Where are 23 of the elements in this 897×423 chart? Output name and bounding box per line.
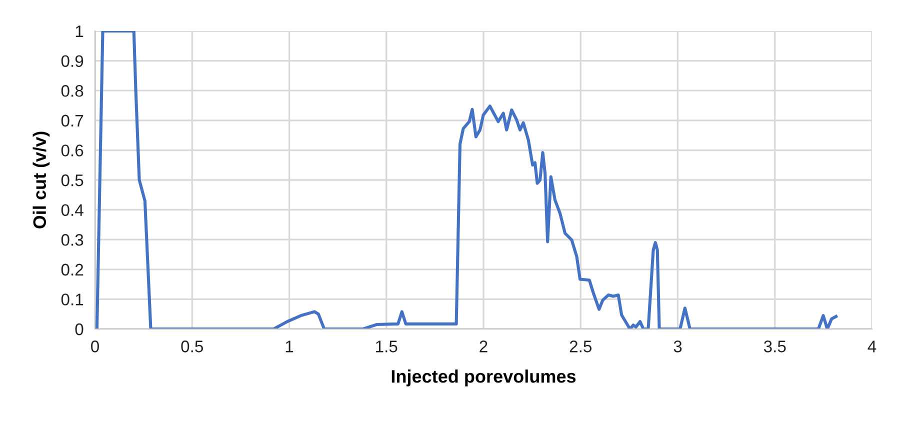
x-tick-label: 1.5 xyxy=(376,340,398,352)
y-tick-label: 0.4 xyxy=(61,204,84,216)
y-tick-label: 0.5 xyxy=(61,174,84,186)
y-tick-label: 0.8 xyxy=(61,85,84,97)
line-series xyxy=(95,31,838,329)
y-tick-label: 0.2 xyxy=(61,264,84,276)
y-tick-label: 0.6 xyxy=(61,144,84,156)
x-tick-label: 0 xyxy=(91,340,99,352)
x-tick-label: 2 xyxy=(480,340,488,352)
y-tick-label: 0.3 xyxy=(61,234,84,246)
x-tick-label: 2.5 xyxy=(570,340,592,352)
x-tick-label: 3 xyxy=(674,340,682,352)
x-tick-label: 0.5 xyxy=(181,340,204,352)
y-tick-label: 0 xyxy=(75,323,84,336)
y-tick-label: 1 xyxy=(76,26,84,38)
y-tick-label: 0.9 xyxy=(61,55,84,68)
x-tick-label: 3.5 xyxy=(764,340,786,352)
x-tick-label: 1 xyxy=(286,340,294,352)
y-tick-label: 0.7 xyxy=(61,114,84,127)
x-tick-label: 4 xyxy=(868,340,876,352)
y-tick-label: 0.1 xyxy=(61,294,84,306)
y-axis-title: Oil cut (v/v) xyxy=(32,132,50,228)
x-axis-title: Injected porevolumes xyxy=(392,370,576,386)
